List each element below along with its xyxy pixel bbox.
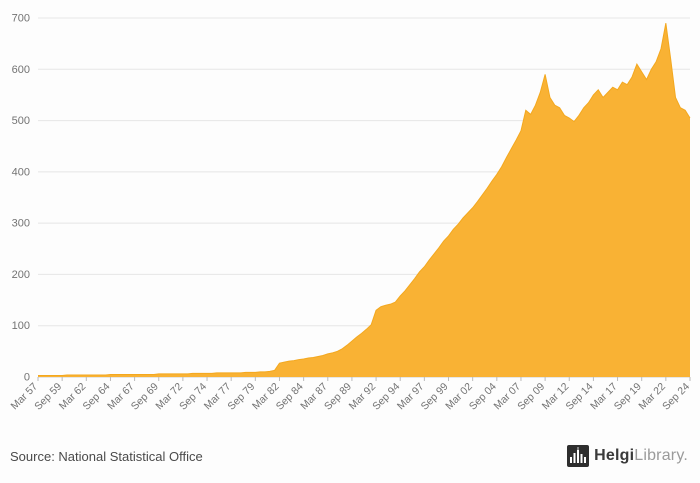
x-tick-label: Sep 09 [515,381,547,413]
y-tick-label: 600 [12,64,30,76]
y-tick-label: 300 [12,218,30,230]
y-tick-label: 0 [24,372,30,384]
y-tick-label: 700 [12,13,30,25]
x-tick-label: Sep 04 [467,381,499,413]
x-tick-label: Sep 94 [370,381,402,413]
chart-footer: Source: National Statistical Office Helg… [0,435,700,483]
y-tick-label: 100 [12,320,30,332]
x-tick-label: Sep 74 [177,381,209,413]
x-tick-label: Sep 64 [81,381,113,413]
x-tick-label: Sep 79 [225,381,257,413]
x-tick-label: Sep 24 [660,381,692,413]
y-tick-label: 500 [12,115,30,127]
y-tick-label: 400 [12,166,30,178]
logo-brand-bold: Helgi [594,447,635,464]
x-tick-label: Sep 69 [129,381,161,413]
x-tick-label: Sep 84 [274,381,306,413]
x-tick-label: Sep 14 [564,381,596,413]
y-tick-label: 200 [12,269,30,281]
area-series [38,23,690,377]
chart-container: 0 100 200 300 400 500 600 700 Mar 57 Sep 59 Mar 62… [9,13,693,413]
bar-building-icon [567,445,590,467]
helgilibrary-logo[interactable]: HelgiLibrary. [567,445,688,467]
x-tick-label: Sep 99 [419,381,451,413]
source-note: Source: National Statistical Office [10,448,203,464]
logo-text: HelgiLibrary. [594,447,688,465]
logo-brand-light: Library. [634,447,688,464]
x-tick-label: Sep 89 [322,381,354,413]
area-series-edge [38,23,691,376]
x-tick-label: Sep 19 [612,381,644,413]
x-tick-label: Sep 59 [32,381,64,413]
